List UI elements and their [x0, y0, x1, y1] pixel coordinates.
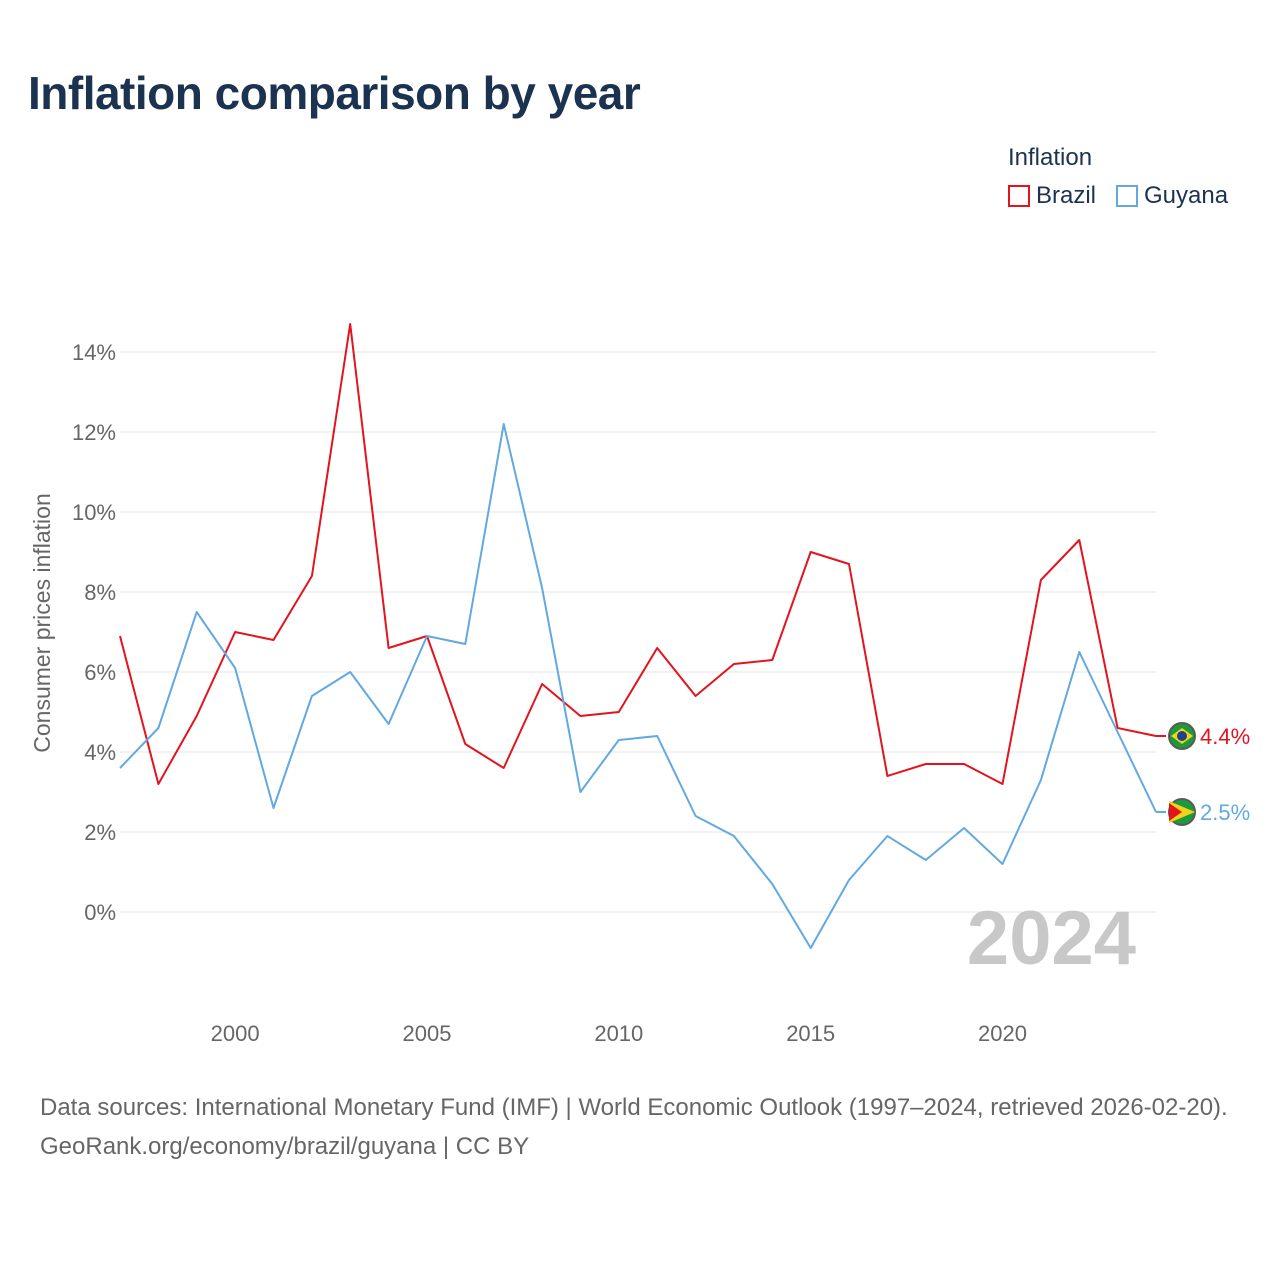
series-line-brazil[interactable] [119, 323, 1157, 785]
x-tick-label: 2010 [594, 1021, 643, 1046]
legend-item-brazil[interactable]: Brazil [1008, 182, 1096, 210]
legend-label-brazil: Brazil [1036, 182, 1097, 209]
grid-layer [120, 351, 1156, 913]
y-tick-label: 6% [84, 660, 116, 685]
series-line-guyana[interactable] [119, 423, 1157, 949]
data-sources: Data sources: International Monetary Fun… [40, 1088, 1250, 1166]
y-tick-label: 14% [72, 340, 116, 365]
x-tick-label: 2020 [978, 1021, 1027, 1046]
line-chart: 0% 2% 4% 6% 8% 10% 12% 14% 2000 2005 2010 2015 2020… [29, 323, 1250, 1046]
source-link[interactable]: GeoRank.org/economy/brazil/guyana | CC B… [40, 1133, 530, 1160]
y-axis-label: Consumer prices inflation [29, 493, 55, 753]
legend-swatch-brazil [1008, 185, 1030, 207]
source-text: Data sources: International Monetary Fun… [40, 1094, 1228, 1121]
y-tick-label: 0% [84, 900, 116, 925]
end-value-label-guyana: 2.5% [1200, 800, 1250, 825]
x-tick-label: 2000 [211, 1021, 260, 1046]
year-watermark: 2024 [967, 896, 1136, 981]
x-tick-label: 2015 [786, 1021, 835, 1046]
y-tick-label: 12% [72, 420, 116, 445]
series-layer [119, 323, 1157, 949]
end-labels: 4.4% 2.5% [1156, 722, 1250, 826]
y-tick-label: 10% [72, 500, 116, 525]
legend-swatch-guyana [1116, 185, 1139, 207]
legend: Inflation Brazil Guyana [1008, 144, 1228, 210]
y-tick-labels: 0% 2% 4% 6% 8% 10% 12% 14% [72, 340, 116, 925]
legend-label-guyana: Guyana [1144, 182, 1229, 209]
brazil-flag-icon [1168, 722, 1196, 750]
chart-title: Inflation comparison by year [28, 67, 641, 119]
guyana-flag-icon [1168, 798, 1196, 826]
legend-item-guyana[interactable]: Guyana [1116, 182, 1228, 210]
x-tick-label: 2005 [402, 1021, 451, 1046]
y-tick-label: 8% [84, 580, 116, 605]
y-tick-label: 4% [84, 740, 116, 765]
end-value-label-brazil: 4.4% [1200, 724, 1250, 749]
y-tick-label: 2% [84, 820, 116, 845]
legend-title: Inflation [1008, 144, 1093, 171]
x-tick-labels: 2000 2005 2010 2015 2020 [211, 1021, 1027, 1046]
